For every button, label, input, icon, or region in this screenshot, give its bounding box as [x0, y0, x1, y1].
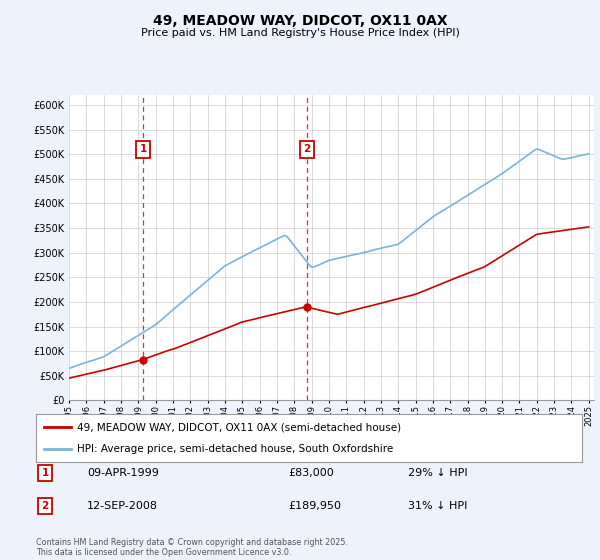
Text: £189,950: £189,950 — [288, 501, 341, 511]
Text: 2: 2 — [303, 144, 310, 155]
Text: 49, MEADOW WAY, DIDCOT, OX11 0AX: 49, MEADOW WAY, DIDCOT, OX11 0AX — [152, 14, 448, 28]
Text: 12-SEP-2008: 12-SEP-2008 — [87, 501, 158, 511]
Text: 1: 1 — [41, 468, 49, 478]
Text: 1: 1 — [139, 144, 146, 155]
Text: Contains HM Land Registry data © Crown copyright and database right 2025.
This d: Contains HM Land Registry data © Crown c… — [36, 538, 348, 557]
Text: 31% ↓ HPI: 31% ↓ HPI — [408, 501, 467, 511]
Text: £83,000: £83,000 — [288, 468, 334, 478]
Text: 49, MEADOW WAY, DIDCOT, OX11 0AX (semi-detached house): 49, MEADOW WAY, DIDCOT, OX11 0AX (semi-d… — [77, 422, 401, 432]
Text: HPI: Average price, semi-detached house, South Oxfordshire: HPI: Average price, semi-detached house,… — [77, 444, 393, 454]
Text: Price paid vs. HM Land Registry's House Price Index (HPI): Price paid vs. HM Land Registry's House … — [140, 28, 460, 38]
Text: 29% ↓ HPI: 29% ↓ HPI — [408, 468, 467, 478]
Text: 09-APR-1999: 09-APR-1999 — [87, 468, 159, 478]
Text: 2: 2 — [41, 501, 49, 511]
